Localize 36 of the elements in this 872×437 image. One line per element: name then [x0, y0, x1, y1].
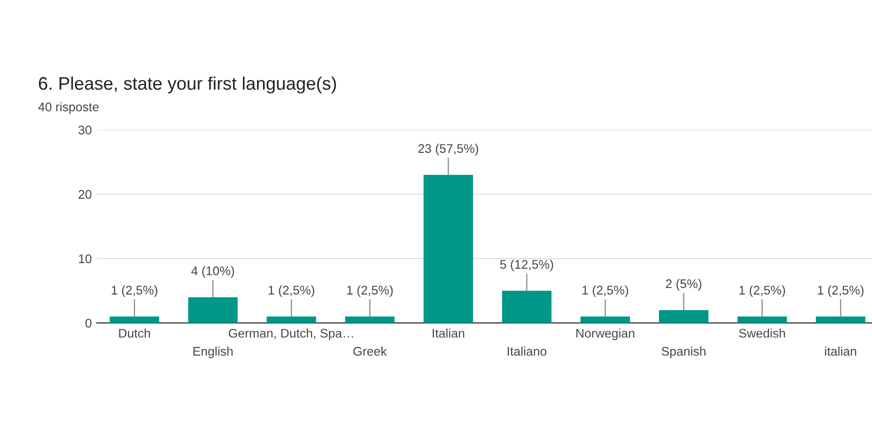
bar [580, 316, 630, 323]
data-label: 1 (2,5%) [739, 285, 785, 298]
y-tick-label: 0 [85, 318, 92, 328]
x-tick-label: Greek [353, 346, 387, 356]
x-tick-label: Italiano [508, 346, 546, 356]
data-label: 5 (12,5%) [500, 260, 554, 272]
data-label: 2 (5%) [666, 278, 702, 291]
y-tick-label: 20 [78, 190, 92, 199]
x-tick-label: Swedish [739, 328, 785, 338]
x-tick-label: Spanish [662, 346, 706, 358]
x-tick-label: German, Dutch, Spa… [228, 328, 353, 340]
data-label: 1 (2,5%) [112, 285, 158, 298]
x-tick-label: Italian [432, 328, 464, 338]
data-label: 1 (2,5%) [582, 285, 628, 298]
chart-title: 6. Please, state your first language(s) [38, 76, 336, 94]
data-label: 4 (10%) [191, 266, 234, 278]
data-label: 23 (57,5%) [418, 144, 478, 156]
bar [816, 316, 866, 323]
y-tick-label: 10 [78, 254, 92, 264]
x-tick-label: Dutch [119, 328, 150, 338]
bar [502, 290, 552, 323]
bar [345, 316, 395, 323]
x-tick-label: italian [825, 346, 856, 356]
data-label: 1 (2,5%) [347, 285, 393, 298]
x-tick-label: English [193, 346, 233, 358]
bar [737, 316, 787, 323]
data-label: 1 (2,5%) [268, 285, 314, 298]
chart-subtitle: 40 risposte [38, 102, 99, 114]
bar [188, 297, 238, 323]
bar [424, 174, 474, 323]
data-label: 1 (2,5%) [818, 285, 864, 298]
bar [266, 316, 316, 323]
bar [110, 316, 160, 323]
bar [658, 310, 708, 323]
y-tick-label: 30 [78, 126, 92, 134]
x-tick-label: Norwegian [576, 328, 634, 340]
